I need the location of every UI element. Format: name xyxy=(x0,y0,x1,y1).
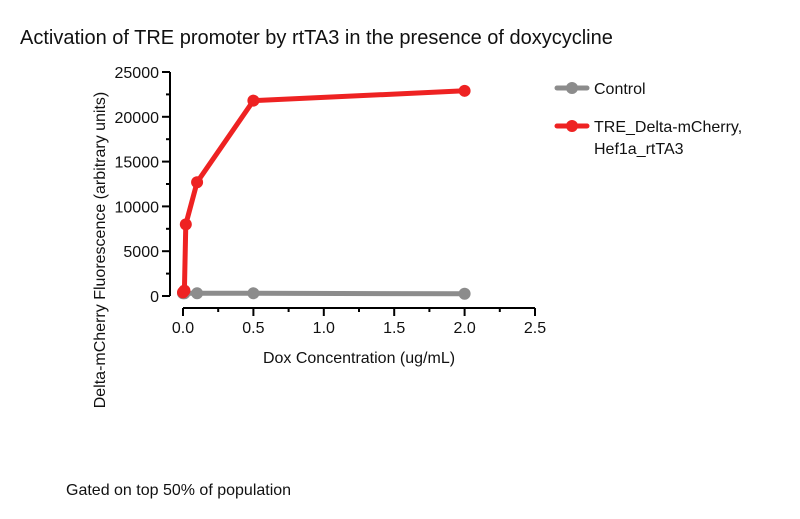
legend-swatch-marker xyxy=(566,120,578,132)
y-tick-label: 5000 xyxy=(123,244,159,261)
data-point xyxy=(247,287,260,300)
data-point xyxy=(191,176,204,189)
legend-label: Control xyxy=(594,81,646,98)
legend: Control TRE_Delta-mCherry, Hef1a_rtTA3 xyxy=(554,81,742,158)
legend-entry-0: Control xyxy=(554,81,646,98)
y-tick-label: 10000 xyxy=(115,199,160,216)
legend-swatch-marker xyxy=(566,82,578,94)
x-tick-label: 2.0 xyxy=(453,320,475,337)
chart-title: Activation of TRE promoter by rtTA3 in t… xyxy=(20,27,613,49)
y-tick-label: 15000 xyxy=(115,155,160,172)
legend-entry-1: TRE_Delta-mCherry, Hef1a_rtTA3 xyxy=(554,119,742,158)
series-1 xyxy=(177,84,471,299)
series-line xyxy=(180,88,468,295)
data-point xyxy=(458,84,471,97)
legend-label: Hef1a_rtTA3 xyxy=(594,141,684,158)
y-tick-label: 0 xyxy=(150,289,159,306)
series-line xyxy=(180,290,468,297)
footnote: Gated on top 50% of population xyxy=(66,482,291,499)
y-tick-label: 25000 xyxy=(115,65,160,82)
y-axis-label: Delta-mCherry Fluorescence (arbitrary un… xyxy=(92,92,109,409)
x-tick-label: 1.5 xyxy=(383,320,405,337)
legend-label: TRE_Delta-mCherry, xyxy=(594,119,742,136)
plot-area: 0 5000 10000 15000 20000 25000 0.0 0.5 1.0 1.5 2.0… xyxy=(115,65,547,337)
x-tick-label: 2.5 xyxy=(524,320,546,337)
data-point xyxy=(178,284,191,297)
x-axis-label: Dox Concentration (ug/mL) xyxy=(263,350,455,367)
y-tick-label: 20000 xyxy=(115,110,160,127)
data-point xyxy=(458,287,471,300)
x-tick-label: 0.5 xyxy=(242,320,264,337)
data-point xyxy=(247,94,260,107)
data-point xyxy=(179,218,192,231)
data-point xyxy=(191,287,204,300)
x-tick-label: 0.0 xyxy=(172,320,194,337)
series-0 xyxy=(177,287,471,300)
x-tick-label: 1.0 xyxy=(313,320,335,337)
